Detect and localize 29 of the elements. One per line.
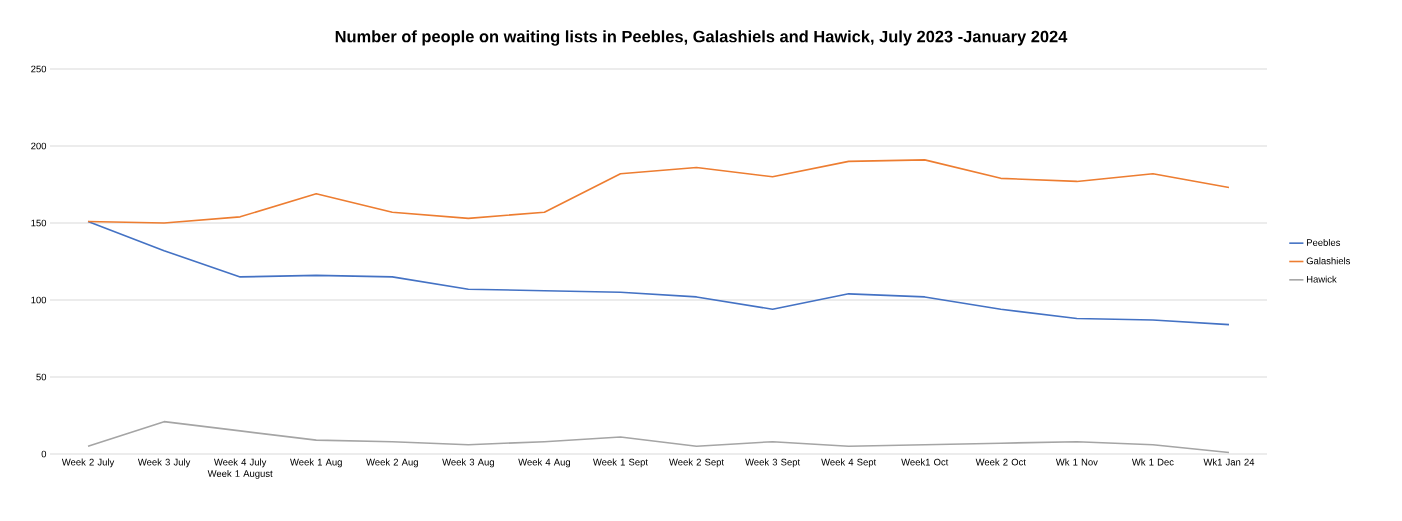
y-tick-label: 100 <box>31 296 47 304</box>
x-tick-label: Week1 Oct <box>901 458 949 466</box>
x-tick-label: Week 3 Aug <box>442 458 494 468</box>
line-series <box>87 159 1230 224</box>
y-tick-label: 250 <box>31 65 47 73</box>
line-series <box>87 420 1230 454</box>
y-tick-label: 50 <box>36 373 47 381</box>
x-tick-label: Week 3 July <box>137 458 191 468</box>
legend-label: Hawick <box>1306 275 1337 283</box>
y-tick-label: 200 <box>31 142 47 150</box>
x-tick-label: Week 4 July Week 1 August <box>207 458 273 479</box>
x-tick-label: Week 4 Sept <box>821 458 877 468</box>
x-tick-label: Wk 1 Nov <box>1055 458 1098 466</box>
x-tick-label: Wk 1 Dec <box>1131 458 1174 466</box>
y-tick-label: 150 <box>31 219 47 227</box>
x-tick-label: Week 1 Aug <box>290 458 342 468</box>
chart-title: Number of people on waiting lists in Peebles, Galashiels and Hawick, July 2023 -January 2024 <box>335 30 1068 46</box>
legend-label: Peebles <box>1306 238 1341 246</box>
x-tick-label: Week 2 July <box>61 458 115 468</box>
x-tick-label: Week 4 Aug <box>518 458 571 468</box>
x-tick-label: Week 2 Oct <box>975 458 1026 466</box>
x-tick-label: Week 1 Sept <box>592 458 648 468</box>
x-tick-label: Week 3 Sept <box>745 458 801 468</box>
legend-label: Galashiels <box>1306 257 1351 265</box>
x-tick-label: Week 2 Aug <box>366 458 418 468</box>
line-series <box>87 220 1230 326</box>
x-tick-label: Wk1 Jan 24 <box>1203 458 1255 466</box>
y-tick-label: 0 <box>41 450 47 458</box>
x-tick-label: Week 2 Sept <box>669 458 724 468</box>
